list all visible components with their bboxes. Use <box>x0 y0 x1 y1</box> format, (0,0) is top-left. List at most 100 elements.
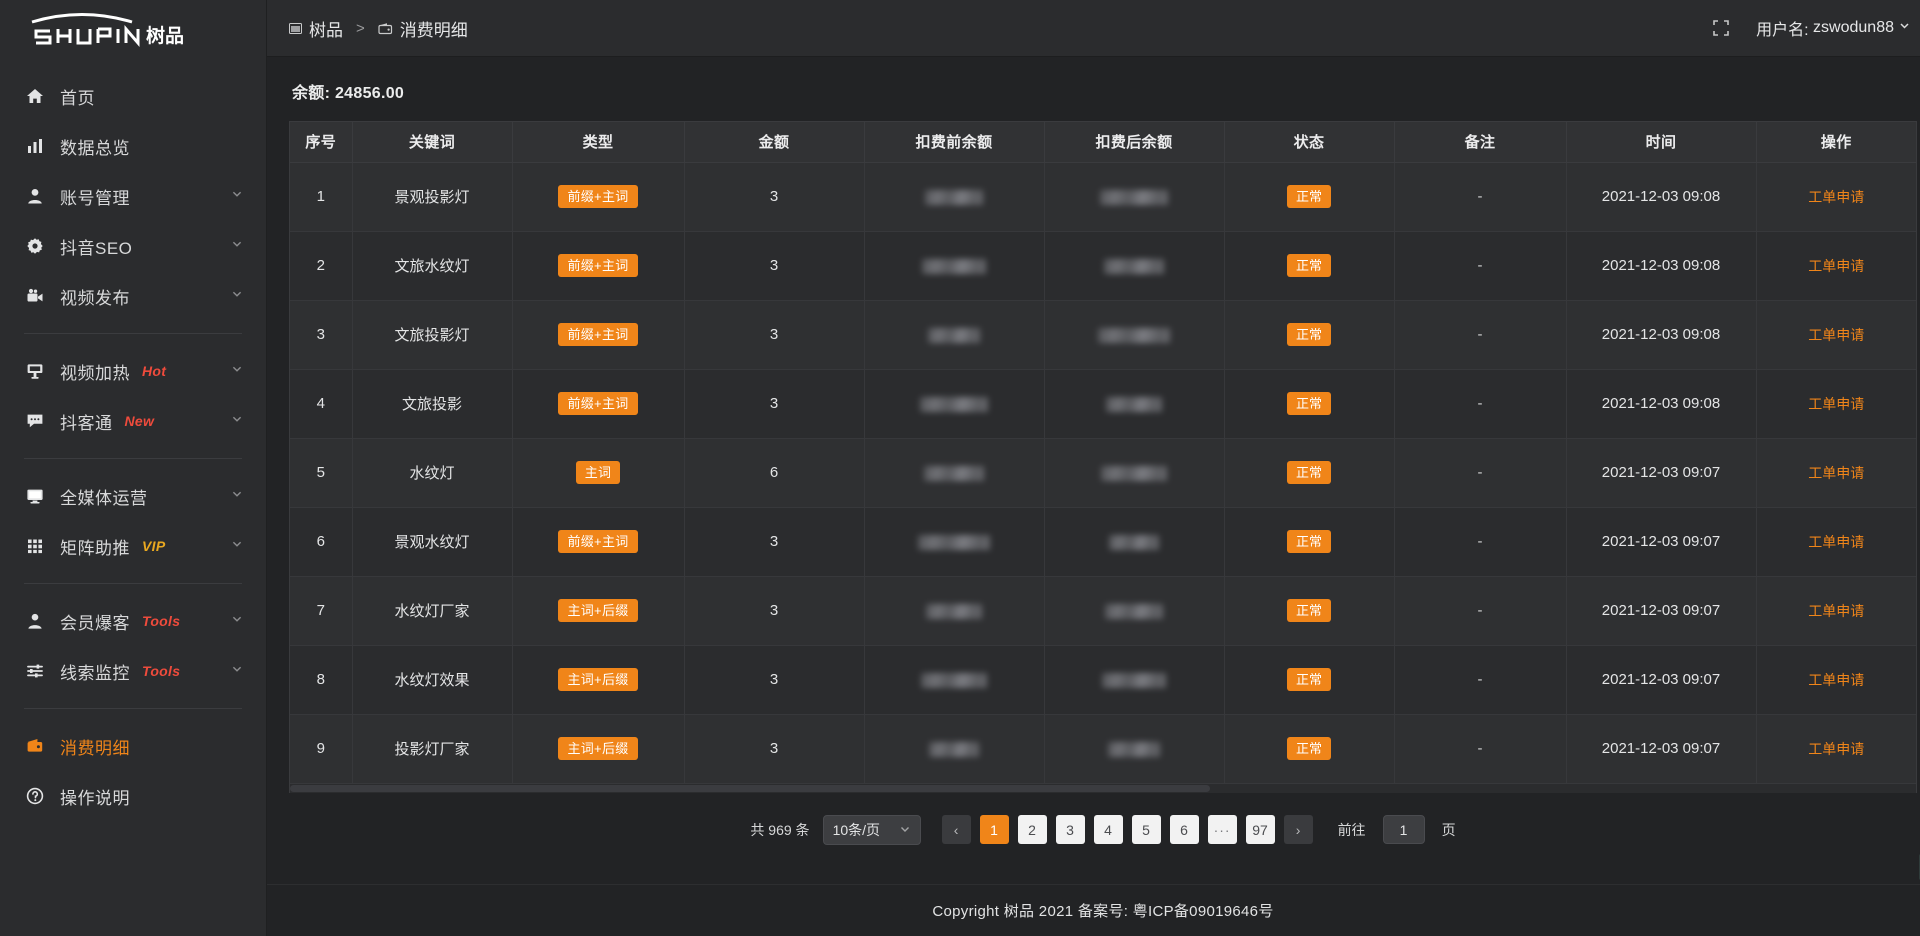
chevron-down-icon[interactable] <box>230 611 244 631</box>
table-horizontal-scrollbar[interactable] <box>290 783 1916 793</box>
pagination-page-4[interactable]: 4 <box>1093 815 1123 844</box>
sidebar-divider <box>24 458 242 459</box>
content-area: 余额: 24856.00 序号 关键词 类型 金额 扣费前余额 扣费后余额 状态 备注 时间 操作… <box>267 57 1920 884</box>
work-order-link[interactable]: 工单申请 <box>1808 671 1865 688</box>
pagination-page-2[interactable]: 2 <box>1017 815 1047 844</box>
sidebar-item-12[interactable]: 操作说明 <box>0 771 266 821</box>
table-row[interactable]: 8 水纹灯效果 主词+后缀 3 正常 - 2021-12-03 09:07 工单申请 <box>290 645 1916 715</box>
table-row[interactable]: 4 文旅投影 前缀+主词 3 正常 - 2021-12-03 09:08 工单申请 <box>290 369 1916 439</box>
table-row[interactable]: 3 文旅投影灯 前缀+主词 3 正常 -2021-12-03 09:08 工单申请 <box>290 300 1916 370</box>
table-row[interactable]: 5 水纹灯 主词 6 正常 - 2021-12-03 09:07 工单申请 <box>290 438 1916 508</box>
sidebar-item-5[interactable]: 视频加热 Hot <box>0 346 266 396</box>
scrollbar-thumb[interactable] <box>290 784 1210 792</box>
work-order-link[interactable]: 工单申请 <box>1808 740 1865 757</box>
status-badge: 正常 <box>1286 185 1331 208</box>
work-order-link[interactable]: 工单申请 <box>1808 326 1865 343</box>
user-menu[interactable]: 用户名: zswodun88 <box>1756 16 1911 40</box>
pagination-page-6[interactable]: 6 <box>1169 815 1199 844</box>
redacted-value <box>928 327 980 343</box>
sidebar-item-0[interactable]: 首页 <box>0 71 266 121</box>
chevron-down-icon[interactable] <box>230 661 244 681</box>
work-order-link[interactable]: 工单申请 <box>1808 257 1865 274</box>
redacted-value <box>1101 465 1167 481</box>
table-row[interactable]: 2 文旅水纹灯 前缀+主词 3 正常 - 2021-12-03 09:08 工单申请 <box>290 231 1916 301</box>
sidebar-item-badge: VIP <box>142 538 166 554</box>
cell-balance-after <box>1044 162 1225 232</box>
cell-remark: - <box>1394 714 1567 784</box>
sidebar-item-badge: New <box>124 413 155 429</box>
pagination-page-1[interactable]: 1 <box>979 815 1009 844</box>
table-row[interactable]: 1 景观投影灯 前缀+主词 3 正常 - 2021-12-03 09:08 工单申请 <box>290 162 1916 232</box>
breadcrumb-item-root[interactable]: 树品 <box>289 16 343 41</box>
redacted-value <box>921 672 987 688</box>
type-badge: 主词+后缀 <box>558 599 638 622</box>
sidebar-item-1[interactable]: 数据总览 <box>0 121 266 171</box>
page-size-select[interactable]: 10条/页 <box>822 814 921 845</box>
work-order-link[interactable]: 工单申请 <box>1808 464 1865 481</box>
sidebar-item-6[interactable]: 抖客通 New <box>0 396 266 446</box>
cell-index: 2 <box>290 231 353 301</box>
table-column-header: 扣费前余额 <box>864 122 1045 163</box>
table-row[interactable]: 9 投影灯厂家 主词+后缀 3 正常 - 2021-12-03 09:07 工单申请 <box>290 714 1916 784</box>
work-order-link[interactable]: 工单申请 <box>1808 602 1865 619</box>
chevron-down-icon[interactable] <box>230 286 244 306</box>
cell-action: 工单申请 <box>1756 162 1916 232</box>
page-size-value: 10条/页 <box>832 821 881 838</box>
redacted-value <box>924 465 984 481</box>
footer: Copyright 树品 2021 备案号: 粤ICP备09019646号 <box>267 884 1920 936</box>
cell-remark: - <box>1394 576 1567 646</box>
pagination-prev[interactable]: ‹ <box>941 815 971 844</box>
fullscreen-icon[interactable] <box>1712 19 1730 37</box>
work-order-link[interactable]: 工单申请 <box>1808 395 1865 412</box>
sidebar-item-7[interactable]: 全媒体运营 <box>0 471 266 521</box>
cell-type: 前缀+主词 <box>512 300 685 370</box>
type-badge: 主词 <box>575 461 621 484</box>
cell-time: 2021-12-03 09:07 <box>1566 576 1757 646</box>
pagination-goto-label: 前往 <box>1337 821 1366 838</box>
redacted-value <box>1098 327 1170 343</box>
sidebar-item-2[interactable]: 账号管理 <box>0 171 266 221</box>
chevron-down-icon[interactable] <box>230 486 244 506</box>
cell-index: 7 <box>290 576 353 646</box>
pagination-goto-input[interactable] <box>1382 815 1425 844</box>
megaphone-icon <box>24 360 46 382</box>
sidebar-item-3[interactable]: 抖音SEO <box>0 221 266 271</box>
sidebar-menu: 首页 数据总览 账号管理 抖音SEO 视频发布视频加热 Hot 抖客通 New 全媒体运营 矩阵助… <box>0 57 266 936</box>
cell-status: 正常 <box>1224 162 1395 232</box>
cell-action: 工单申请 <box>1756 231 1916 301</box>
table-header-row: 序号 关键词 类型 金额 扣费前余额 扣费后余额 状态 备注 时间 操作 <box>290 122 1916 163</box>
cell-type: 主词+后缀 <box>512 714 685 784</box>
brand-logo[interactable]: 树品 <box>0 0 266 57</box>
sidebar-item-label: 视频发布 <box>60 288 130 308</box>
redacted-value <box>1100 189 1168 205</box>
status-badge: 正常 <box>1286 599 1331 622</box>
chevron-down-icon[interactable] <box>230 411 244 431</box>
table-row[interactable]: 6 景观水纹灯 前缀+主词 3 正常 - 2021-12-03 09:07 工单申请 <box>290 507 1916 577</box>
table-row[interactable]: 7 水纹灯厂家 主词+后缀 3 正常 - 2021-12-03 09:07 工单申请 <box>290 576 1916 646</box>
cell-balance-before <box>864 162 1045 232</box>
chevron-down-icon[interactable] <box>230 236 244 256</box>
pagination-ellipsis[interactable]: ··· <box>1207 815 1237 844</box>
chevron-down-icon[interactable] <box>230 361 244 381</box>
chevron-down-icon[interactable] <box>230 186 244 206</box>
cell-status: 正常 <box>1224 576 1395 646</box>
pagination-page-3[interactable]: 3 <box>1055 815 1085 844</box>
pagination-last-page[interactable]: 97 <box>1245 815 1275 844</box>
sidebar-item-4[interactable]: 视频发布 <box>0 271 266 321</box>
cell-keyword: 文旅投影 <box>352 369 513 439</box>
breadcrumb-item-current[interactable]: 消费明细 <box>378 16 468 41</box>
sidebar-item-8[interactable]: 矩阵助推 VIP <box>0 521 266 571</box>
work-order-link[interactable]: 工单申请 <box>1808 533 1865 550</box>
work-order-link[interactable]: 工单申请 <box>1808 188 1865 205</box>
status-badge: 正常 <box>1286 668 1331 691</box>
footer-copyright: Copyright 树品 2021 备案号: 粤ICP备09019646号 <box>932 903 1274 920</box>
chevron-down-icon[interactable] <box>230 536 244 556</box>
pagination-page-5[interactable]: 5 <box>1131 815 1161 844</box>
cell-balance-after <box>1044 645 1225 715</box>
cell-remark: - <box>1394 300 1567 370</box>
pagination-next[interactable]: › <box>1283 815 1313 844</box>
sidebar-item-10[interactable]: 线索监控 Tools <box>0 646 266 696</box>
sidebar-item-9[interactable]: 会员爆客 Tools <box>0 596 266 646</box>
sidebar-item-11[interactable]: 消费明细 <box>0 721 266 771</box>
sidebar-item-badge: Tools <box>142 663 181 679</box>
